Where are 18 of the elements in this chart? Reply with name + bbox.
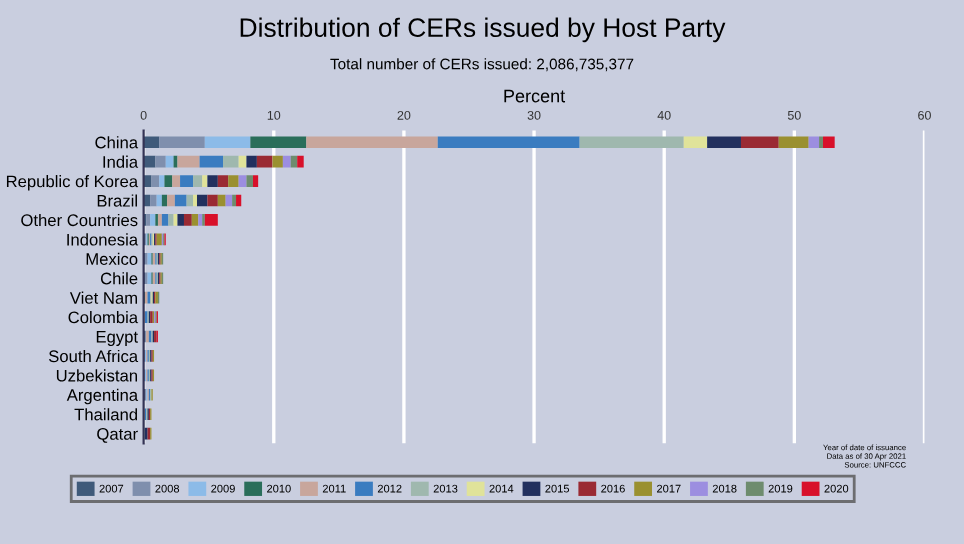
y-tick-label: Colombia (68, 311, 139, 324)
y-tick-label: Indonesia (67, 233, 139, 246)
y-tick-label: Viet Nam (69, 291, 137, 304)
y-tick-label: Qatar (97, 428, 138, 443)
y-tick-label: Mexico (86, 252, 138, 265)
y-tick-label: China (95, 136, 139, 149)
y-tick-label: Uzbekistan (56, 369, 137, 382)
y-tick-label: India (103, 155, 139, 168)
y-tick-label: Egypt (96, 331, 138, 346)
y-tick-label: South Africa (48, 349, 139, 363)
y-tick-label: Brazil (97, 194, 137, 207)
y-tick-label: Argentina (66, 388, 139, 405)
y-tick-label: Republic of Korea (6, 175, 139, 191)
x-axis-title: Percent (504, 89, 566, 103)
y-tick-label: Thailand (74, 408, 138, 421)
chart-title: Distribution of CERs issued by Host Party (240, 17, 726, 43)
y-tick-label: Other Countries (21, 213, 138, 227)
y-tick-label: Chile (100, 272, 138, 285)
